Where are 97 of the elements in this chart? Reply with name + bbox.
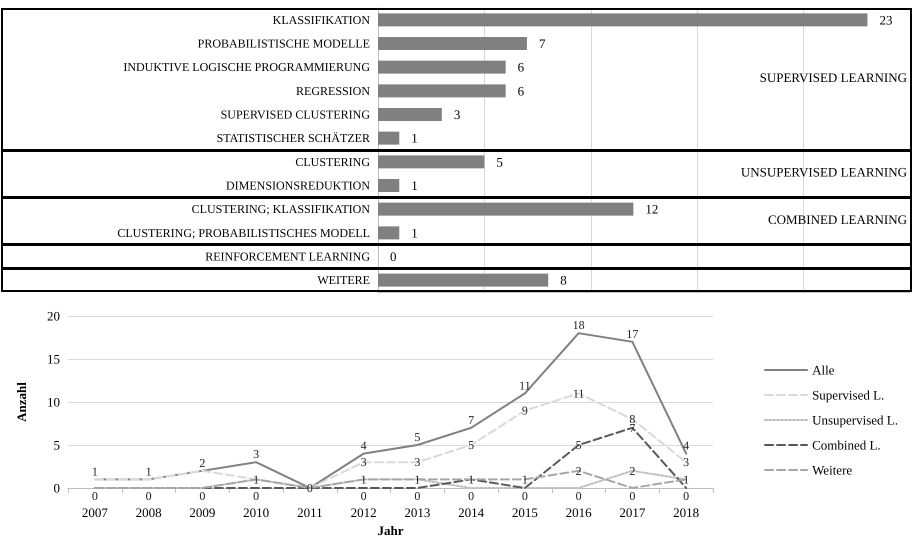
x-tick-label: 2017 — [619, 505, 646, 520]
data-label: 0 — [146, 489, 152, 503]
y-tick-label: 15 — [47, 352, 60, 366]
data-label: 2 — [576, 464, 582, 478]
bar — [378, 226, 400, 240]
data-label: 11 — [519, 378, 531, 392]
data-label: 4 — [360, 438, 367, 453]
x-tick-label: 2016 — [566, 505, 592, 520]
y-tick-label: CLUSTERING — [295, 154, 370, 169]
data-label: 1 — [360, 472, 367, 486]
data-label: 1 — [146, 464, 152, 478]
data-label: 0 — [306, 481, 313, 495]
bar — [378, 108, 442, 122]
data-label: 5 — [496, 154, 503, 170]
y-tick-label: 5 — [54, 438, 60, 452]
y-tick-label: CLUSTERING; PROBABILISTISCHES MODELL — [117, 226, 370, 240]
data-label: 4 — [683, 438, 690, 453]
data-label: 3 — [253, 447, 260, 462]
y-tick-label: WEITERE — [317, 273, 370, 288]
legend-label: Unsupervised L. — [812, 412, 898, 428]
bar — [378, 202, 634, 216]
y-tick-label: 0 — [54, 480, 60, 496]
data-label: 0 — [468, 489, 474, 503]
bar — [378, 274, 548, 287]
x-tick-label: 2010 — [243, 505, 270, 520]
data-label: 1 — [468, 472, 474, 486]
x-tick-label: 2015 — [512, 505, 538, 520]
legend-label: Weitere — [812, 462, 852, 478]
x-tick-label: 2012 — [350, 505, 377, 520]
data-label: 3 — [454, 107, 460, 122]
bar — [378, 13, 868, 26]
data-label: 7 — [538, 36, 546, 51]
data-label: 0 — [576, 489, 582, 503]
data-label: 0 — [390, 249, 396, 264]
bar — [378, 155, 484, 168]
y-tick-label: SUPERVISED CLUSTERING — [220, 108, 370, 122]
data-label: 9 — [522, 404, 528, 418]
data-label: 2 — [629, 464, 636, 478]
y-tick-label: 10 — [47, 394, 60, 410]
data-label: 18 — [572, 318, 585, 332]
data-label: 0 — [629, 489, 636, 503]
data-label: 6 — [518, 60, 525, 75]
data-label: 1 — [411, 130, 418, 146]
bar — [378, 60, 506, 74]
x-tick-label: 2014 — [458, 505, 485, 520]
x-tick-label: 2008 — [136, 505, 162, 520]
data-label: 5 — [468, 438, 474, 452]
legend-label: Combined L. — [812, 438, 881, 452]
data-label: 0 — [414, 489, 420, 503]
y-tick-label: STATISTISCHER SCHÄTZER — [216, 131, 370, 146]
data-label: 1 — [411, 178, 418, 193]
x-tick-label: 2013 — [404, 505, 430, 520]
x-tick-label: 2007 — [82, 505, 108, 520]
y-axis-title: Anzahl — [14, 382, 29, 422]
y-tick-label: REINFORCEMENT LEARNING — [205, 250, 370, 264]
data-label: 3 — [360, 455, 367, 470]
data-label: 0 — [683, 489, 690, 503]
bar — [378, 178, 400, 192]
data-label: 5 — [414, 430, 420, 444]
x-tick-label: 2009 — [189, 505, 216, 520]
x-tick-label: 2018 — [673, 505, 700, 520]
y-tick-label: PROBABILISTISCHE MODELLE — [198, 36, 370, 50]
x-tick-label: 2011 — [297, 505, 323, 520]
annotation: SUPERVISED LEARNING — [760, 70, 908, 85]
legend-label: Alle — [812, 362, 835, 378]
data-label: 17 — [626, 326, 638, 341]
data-label: 12 — [645, 202, 658, 217]
data-label: 3 — [683, 455, 690, 470]
data-label: 3 — [414, 455, 420, 470]
data-label: 6 — [518, 83, 525, 98]
annotation: UNSUPERVISED LEARNING — [740, 164, 907, 180]
bar — [378, 36, 527, 50]
data-label: 1 — [92, 464, 98, 478]
bar — [378, 132, 400, 145]
bar — [378, 84, 506, 98]
data-label: 7 — [468, 412, 474, 427]
x-axis-title: Jahr — [378, 522, 404, 538]
data-label: 0 — [253, 489, 260, 503]
data-label: 1 — [411, 225, 418, 240]
data-label: 0 — [92, 489, 98, 503]
y-tick-label: CLUSTERING; KLASSIFIKATION — [192, 202, 370, 216]
data-label: 1 — [522, 472, 528, 486]
data-label: 23 — [879, 12, 892, 28]
legend-label: Supervised L. — [812, 388, 884, 402]
data-label: 2 — [199, 456, 206, 470]
data-label: 8 — [560, 272, 567, 288]
y-tick-label: REGRESSION — [296, 84, 370, 98]
y-tick-label: DIMENSIONSREDUKTION — [226, 178, 370, 192]
data-label: 1 — [683, 472, 690, 486]
data-label: 11 — [572, 386, 584, 400]
y-tick-label: INDUKTIVE LOGISCHE PROGRAMMIERUNG — [123, 60, 370, 74]
data-label: 1 — [253, 472, 260, 486]
data-label: 1 — [414, 472, 420, 486]
data-label: 0 — [522, 489, 528, 503]
annotation: COMBINED LEARNING — [768, 212, 908, 227]
y-tick-label: KLASSIFIKATION — [272, 12, 370, 27]
y-tick-label: 20 — [47, 308, 60, 324]
